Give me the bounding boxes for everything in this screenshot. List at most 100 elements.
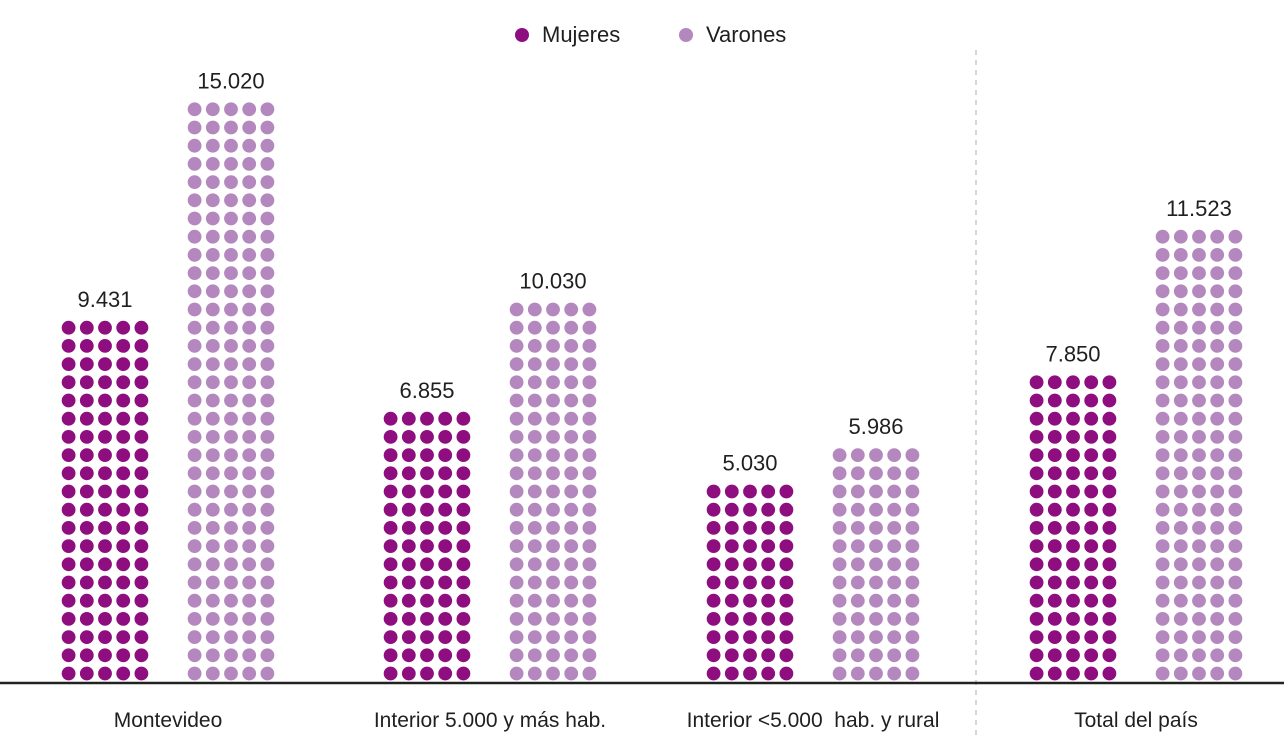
- data-dot: [1173, 248, 1188, 262]
- data-dot: [420, 539, 434, 553]
- legend-swatch-varones: [679, 28, 693, 42]
- data-dot: [79, 448, 94, 462]
- data-dot: [187, 593, 202, 608]
- data-dot: [1155, 666, 1170, 681]
- data-dot: [1228, 448, 1243, 462]
- data-dot: [1047, 466, 1062, 481]
- data-dot: [1173, 320, 1188, 335]
- data-dot: [1047, 521, 1062, 535]
- data-dot: [509, 502, 524, 517]
- data-dot: [564, 666, 579, 681]
- data-dot: [116, 539, 131, 553]
- data-dot: [887, 466, 902, 481]
- value-labels: 9.431 15.020 6.855 10.030 5.030 5.986 7.850 11.…: [77, 68, 1231, 475]
- data-dot: [116, 557, 131, 572]
- data-dot: [706, 484, 721, 499]
- data-dot: [242, 648, 257, 663]
- data-dot: [761, 593, 776, 608]
- data-dot: [383, 648, 398, 663]
- data-dot: [260, 484, 275, 499]
- data-dot: [724, 557, 739, 572]
- data-dot: [527, 593, 542, 608]
- data-dot: [724, 630, 739, 644]
- data-dot: [546, 539, 560, 553]
- data-dot: [79, 484, 94, 499]
- data-dot: [224, 375, 238, 390]
- data-dot: [98, 375, 112, 390]
- data-dot: [134, 411, 149, 426]
- data-dot: [706, 612, 721, 626]
- data-dot: [1084, 375, 1099, 390]
- data-dot: [134, 393, 149, 408]
- data-dot: [582, 448, 597, 462]
- data-dot: [224, 666, 238, 681]
- data-dot: [187, 229, 202, 244]
- data-dot: [509, 411, 524, 426]
- category-labels: Montevideo Interior 5.000 y más hab. Inter…: [114, 709, 1198, 732]
- data-dot: [1192, 229, 1206, 244]
- data-dot: [260, 612, 275, 626]
- data-dot: [1066, 648, 1080, 663]
- data-dot: [1173, 575, 1188, 590]
- data-dot: [1173, 521, 1188, 535]
- data-dot: [1155, 266, 1170, 280]
- data-dot: [887, 521, 902, 535]
- data-dot: [743, 612, 757, 626]
- category-label: Interior <5.000 hab. y rural: [687, 709, 940, 732]
- data-dot: [98, 502, 112, 517]
- data-dot: [546, 612, 560, 626]
- data-dot: [779, 630, 794, 644]
- data-dot: [187, 648, 202, 663]
- data-dot: [116, 630, 131, 644]
- data-dot: [134, 666, 149, 681]
- data-dot: [850, 466, 865, 481]
- data-dot: [187, 211, 202, 226]
- data-dot: [383, 466, 398, 481]
- data-dot: [224, 175, 238, 190]
- data-dot: [1228, 521, 1243, 535]
- data-dot: [1029, 575, 1044, 590]
- data-dot: [79, 521, 94, 535]
- data-dot: [1210, 539, 1225, 553]
- data-dot: [420, 612, 434, 626]
- data-dot: [98, 320, 112, 335]
- data-dot: [79, 502, 94, 517]
- data-dot: [1210, 612, 1225, 626]
- data-dot: [832, 648, 847, 663]
- data-dot: [1173, 411, 1188, 426]
- data-dot: [187, 375, 202, 390]
- data-dot: [260, 557, 275, 572]
- data-dot: [1066, 539, 1080, 553]
- data-dot: [527, 430, 542, 444]
- data-dot: [187, 157, 202, 171]
- data-dot: [438, 539, 453, 553]
- data-dot: [1155, 357, 1170, 371]
- data-dot: [832, 484, 847, 499]
- data-dot: [1173, 266, 1188, 280]
- data-dot: [1066, 666, 1080, 681]
- data-dot: [134, 575, 149, 590]
- data-dot: [98, 648, 112, 663]
- data-dot: [887, 648, 902, 663]
- data-dot: [1210, 248, 1225, 262]
- data-dot: [224, 138, 238, 153]
- data-dot: [546, 648, 560, 663]
- data-dot: [260, 284, 275, 299]
- data-dot: [224, 229, 238, 244]
- data-dot: [564, 539, 579, 553]
- data-dot: [1047, 484, 1062, 499]
- data-dot: [869, 448, 883, 462]
- data-dot: [582, 539, 597, 553]
- data-dot: [509, 430, 524, 444]
- data-dot: [224, 484, 238, 499]
- data-dot: [743, 575, 757, 590]
- data-dot: [1066, 630, 1080, 644]
- data-dot: [224, 357, 238, 371]
- data-dot: [260, 211, 275, 226]
- data-dot: [1228, 411, 1243, 426]
- data-dot: [1192, 484, 1206, 499]
- data-dot: [224, 193, 238, 208]
- data-dot: [224, 266, 238, 280]
- data-dot: [1155, 593, 1170, 608]
- data-dot: [1210, 448, 1225, 462]
